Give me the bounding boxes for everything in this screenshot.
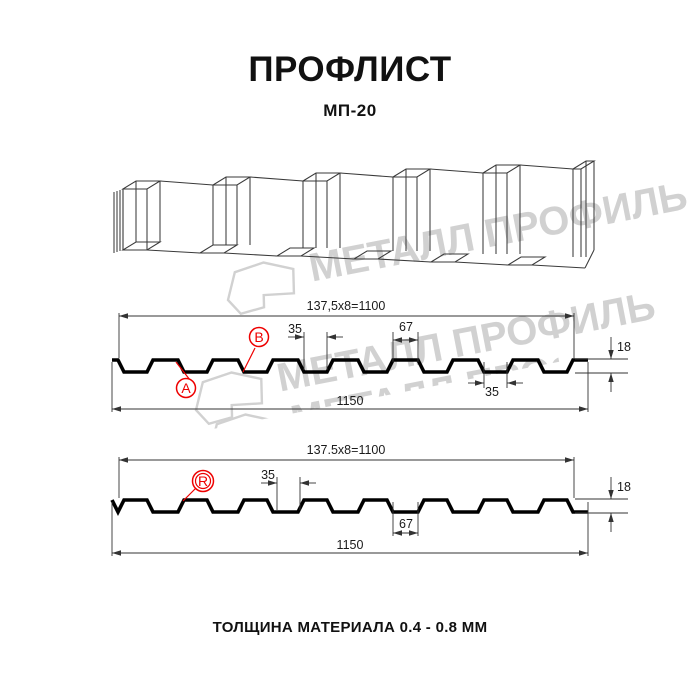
dimension-bottom-span xyxy=(111,362,589,412)
drawing-top: 137,5x8=1100 1150 35 xyxy=(111,299,631,412)
sheet-edge-stack xyxy=(113,189,124,253)
marker-r: R xyxy=(182,469,215,502)
dimension-height-bottom xyxy=(575,477,628,532)
dimension-label-height-bottom: 18 xyxy=(617,480,631,494)
dimension-top-span xyxy=(118,313,575,358)
profile-outline-top xyxy=(112,358,588,374)
dimension-label-bottom-span: 1150 xyxy=(337,394,364,408)
dimension-rib-top-bottom xyxy=(261,477,316,510)
dimension-label-top-span: 137,5x8=1100 xyxy=(307,299,386,313)
dimension-bottom-span-bottom xyxy=(111,502,589,556)
dimension-rib-top-1 xyxy=(288,332,343,370)
marker-r-inner-circle-icon xyxy=(194,472,212,490)
corrugation-ribs xyxy=(121,160,596,269)
marker-a: A xyxy=(175,361,197,399)
profile-outline-bottom xyxy=(110,498,588,517)
dimension-label-valley-bottom: 67 xyxy=(399,517,413,531)
dimension-valley-bottom xyxy=(392,502,419,536)
drawing-bottom: 137.5x8=1100 1150 35 xyxy=(110,443,631,556)
marker-b-circle-icon xyxy=(248,326,270,348)
marker-b-label: B xyxy=(254,329,263,345)
dimension-label-rib-top-bottom: 35 xyxy=(261,468,275,482)
page-title: ПРОФЛИСТ xyxy=(248,50,452,89)
marker-a-label: A xyxy=(181,380,191,396)
dimension-label-valley-top: 67 xyxy=(399,320,413,334)
marker-r-label: R xyxy=(198,473,208,489)
watermark-logo-icon xyxy=(208,413,278,439)
title-block: ПРОФЛИСТ МП-20 xyxy=(0,52,700,121)
dimension-top-span-bottom xyxy=(118,457,575,498)
dimension-label-height-top: 18 xyxy=(617,340,631,354)
watermark-label: МЕТАЛЛ ПРОФИЛЬ xyxy=(305,174,691,291)
watermark-group: МЕТАЛЛ ПРОФИЛЬ МЕТАЛЛ ПРОФИЛЬ МЕТАЛЛ ПРО… xyxy=(194,174,691,439)
dimension-label-rib-top-1: 35 xyxy=(288,322,302,336)
page-subtitle: МП-20 xyxy=(323,101,377,120)
dimension-valley-top xyxy=(392,332,419,362)
watermark-logo-icon xyxy=(194,371,264,426)
watermark-2: МЕТАЛЛ ПРОФИЛЬ xyxy=(194,284,659,426)
dimension-label-rib-top-2: 35 xyxy=(485,385,499,399)
watermark-logo-icon xyxy=(226,261,296,316)
marker-b: B xyxy=(242,326,270,373)
material-thickness-note: ТОЛЩИНА МАТЕРИАЛА 0.4 - 0.8 ММ xyxy=(212,619,488,636)
marker-a-circle-icon xyxy=(175,377,197,399)
dimension-label-top-span-bottom: 137.5x8=1100 xyxy=(307,443,386,457)
dimension-rib-top-2 xyxy=(468,362,523,388)
profile-3d-view xyxy=(113,160,596,269)
dimension-label-bottom-span-bottom: 1150 xyxy=(337,538,364,552)
dimension-height-top xyxy=(575,337,628,392)
